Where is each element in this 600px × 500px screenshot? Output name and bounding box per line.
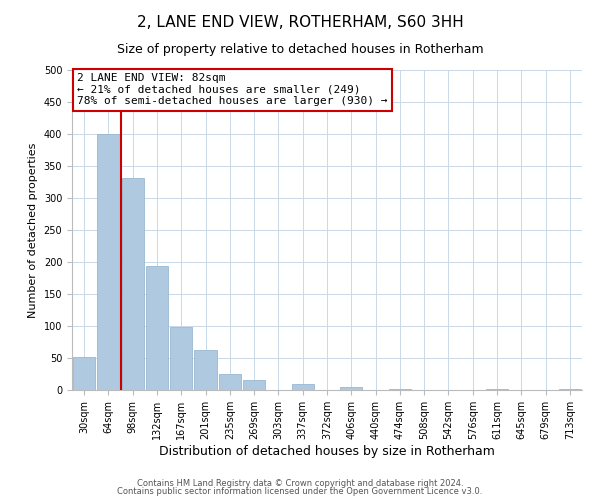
Bar	[389, 388, 411, 390]
X-axis label: Distribution of detached houses by size in Rotherham: Distribution of detached houses by size …	[159, 444, 495, 458]
Text: 2 LANE END VIEW: 82sqm
← 21% of detached houses are smaller (249)
78% of semi-de: 2 LANE END VIEW: 82sqm ← 21% of detached…	[77, 73, 388, 106]
Text: 2, LANE END VIEW, ROTHERHAM, S60 3HH: 2, LANE END VIEW, ROTHERHAM, S60 3HH	[137, 15, 463, 30]
Bar	[292, 384, 314, 390]
Bar	[559, 388, 581, 390]
Y-axis label: Number of detached properties: Number of detached properties	[28, 142, 38, 318]
Text: Contains HM Land Registry data © Crown copyright and database right 2024.: Contains HM Land Registry data © Crown c…	[137, 478, 463, 488]
Bar	[194, 350, 217, 390]
Text: Size of property relative to detached houses in Rotherham: Size of property relative to detached ho…	[116, 42, 484, 56]
Bar	[340, 387, 362, 390]
Bar	[170, 326, 193, 390]
Bar	[146, 266, 168, 390]
Bar	[73, 356, 95, 390]
Bar	[122, 178, 144, 390]
Bar	[243, 380, 265, 390]
Bar	[486, 388, 508, 390]
Bar	[97, 134, 119, 390]
Text: Contains public sector information licensed under the Open Government Licence v3: Contains public sector information licen…	[118, 488, 482, 496]
Bar	[218, 374, 241, 390]
